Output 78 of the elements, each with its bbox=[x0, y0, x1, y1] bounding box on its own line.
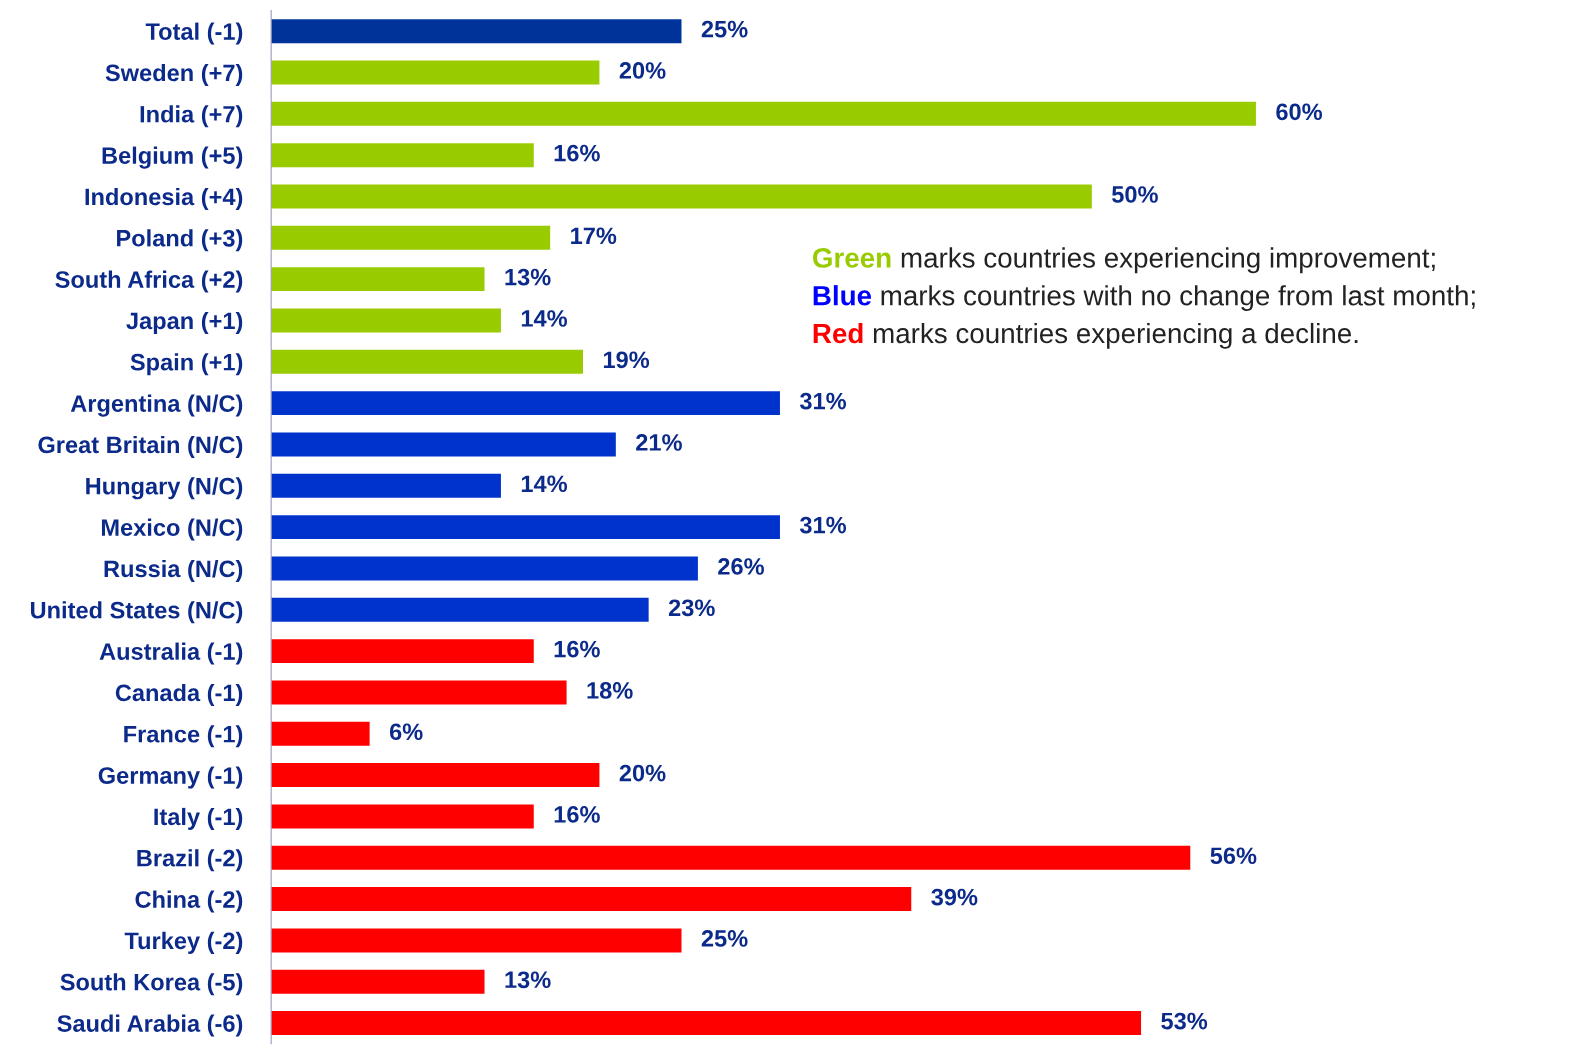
data-label: 17% bbox=[571, 227, 617, 245]
data-label: 31% bbox=[799, 392, 847, 410]
data-label: 19% bbox=[603, 351, 650, 369]
bar bbox=[271, 804, 534, 829]
bar bbox=[271, 845, 1191, 870]
y-tick-label: Japan (+1) bbox=[126, 311, 243, 334]
data-label: 31% bbox=[799, 516, 847, 534]
bar bbox=[271, 391, 780, 416]
data-label: 16% bbox=[554, 806, 600, 823]
data-label: 50% bbox=[1111, 186, 1158, 203]
y-tick-label: Indonesia (+4) bbox=[85, 187, 243, 210]
y-tick-label: Mexico (N/C) bbox=[101, 518, 243, 541]
data-label: 6% bbox=[389, 723, 423, 741]
data-label: 39% bbox=[931, 888, 978, 906]
data-label: 25% bbox=[701, 930, 748, 947]
y-tick-label: Total (-1) bbox=[145, 22, 243, 45]
data-label: 16% bbox=[554, 144, 600, 162]
bar bbox=[271, 143, 534, 168]
bar bbox=[271, 473, 501, 498]
y-tick-label: China (-2) bbox=[135, 890, 243, 913]
bar bbox=[271, 969, 485, 994]
data-label: 26% bbox=[718, 558, 764, 575]
y-tick-label: Poland (+3) bbox=[117, 229, 243, 252]
data-label: 21% bbox=[636, 434, 682, 451]
y-tick-label: Russia (N/C) bbox=[104, 559, 243, 582]
annotation: Blue marks countries with no change from last month; bbox=[813, 285, 1475, 312]
bar bbox=[271, 556, 698, 581]
y-tick-label: Argentina (N/C) bbox=[70, 394, 243, 417]
y-tick-label: Sweden (+7) bbox=[105, 63, 243, 86]
y-tick-label: South Korea (-5) bbox=[60, 973, 243, 996]
bar bbox=[271, 1011, 1142, 1036]
y-tick-label: Canada (-1) bbox=[115, 683, 243, 706]
y-tick-label: Turkey (-2) bbox=[124, 931, 243, 954]
bar bbox=[271, 639, 534, 664]
bar bbox=[271, 763, 600, 788]
bar bbox=[271, 60, 600, 85]
y-tick-label: Italy (-1) bbox=[154, 807, 243, 830]
bar bbox=[271, 928, 682, 953]
data-label: 16% bbox=[554, 640, 600, 658]
bar bbox=[271, 267, 485, 292]
bar bbox=[271, 515, 780, 540]
data-label: 56% bbox=[1210, 847, 1257, 865]
data-label: 25% bbox=[701, 20, 748, 38]
y-tick-label: India (+7) bbox=[140, 105, 243, 128]
bar bbox=[271, 432, 616, 457]
y-tick-label: Great Britain (N/C) bbox=[38, 435, 243, 458]
y-tick-label: Brazil (-2) bbox=[137, 849, 243, 872]
data-label: 60% bbox=[1276, 103, 1323, 121]
bar bbox=[271, 101, 1256, 126]
data-label: 13% bbox=[505, 268, 551, 286]
y-tick-label: South Africa (+2) bbox=[55, 270, 243, 293]
y-tick-label: United States (N/C) bbox=[30, 601, 243, 624]
annotation: Red marks countries experiencing a decline. bbox=[813, 322, 1358, 349]
bar bbox=[271, 308, 501, 333]
y-tick-label: Belgium (+5) bbox=[102, 146, 243, 169]
data-label: 14% bbox=[521, 475, 568, 493]
y-tick-label: Spain (+1) bbox=[130, 353, 243, 376]
data-label: 13% bbox=[505, 971, 551, 989]
bar bbox=[271, 19, 682, 44]
data-label: 14% bbox=[521, 310, 568, 327]
y-tick-label: Australia (-1) bbox=[99, 642, 243, 665]
data-label: 53% bbox=[1161, 1012, 1208, 1030]
bar bbox=[271, 184, 1092, 209]
annotation: Green marks countries experiencing improvement; bbox=[813, 247, 1435, 274]
bar bbox=[271, 680, 567, 705]
bar bbox=[271, 225, 551, 250]
bar bbox=[271, 349, 583, 374]
bar bbox=[271, 887, 912, 912]
data-label: 20% bbox=[619, 764, 666, 782]
bar bbox=[271, 597, 649, 622]
data-label: 20% bbox=[619, 62, 666, 79]
y-tick-label: Saudi Arabia (-6) bbox=[57, 1014, 243, 1037]
data-label: 18% bbox=[587, 682, 633, 699]
y-tick-label: France (-1) bbox=[124, 725, 243, 748]
data-label: 23% bbox=[668, 599, 715, 617]
y-tick-label: Hungary (N/C) bbox=[86, 477, 243, 500]
y-tick-label: Germany (-1) bbox=[98, 766, 243, 789]
bar bbox=[271, 721, 370, 746]
